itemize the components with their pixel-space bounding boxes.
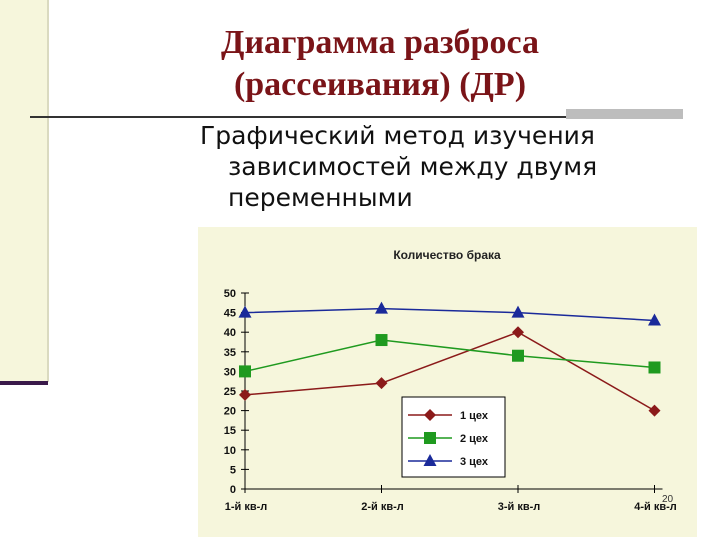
legend-label-1: 1 цех (460, 410, 489, 422)
series-2-line (244, 339, 655, 373)
left-decor-band (0, 0, 49, 382)
legend-label-2: 2 цех (460, 433, 489, 445)
slide-subtitle: Графический метод изучения зависимостей … (200, 120, 680, 213)
y-tick-label: 20 (224, 406, 236, 418)
line-chart: Количество брака 0 5 10 15 20 25 30 35 40 45 50 1-й … (224, 248, 677, 513)
y-tick-label: 25 (224, 386, 236, 398)
y-tick-label: 10 (224, 445, 236, 457)
series-3-point (375, 301, 388, 314)
series-1-line (244, 331, 655, 412)
series-1-point (648, 404, 661, 417)
x-tick-label: 2-й кв-л (361, 501, 404, 513)
series-3-point (511, 305, 525, 318)
x-tick-label: 4-й кв-л (634, 501, 677, 513)
legend-marker-1 (424, 409, 436, 421)
y-tick-label: 40 (224, 327, 236, 339)
chart-title: Количество брака (393, 248, 501, 262)
slide-title-line-1: Диаграмма разброса (221, 24, 539, 61)
page-number: 20 (662, 494, 674, 505)
y-tick-label: 45 (224, 308, 236, 320)
y-tick-label: 15 (224, 425, 236, 437)
series-2-point (239, 365, 251, 378)
subtitle-line-2: зависимостей между двумя (228, 152, 598, 181)
left-decor-bar (0, 381, 48, 385)
series-1-point (239, 388, 251, 401)
series-1-point (375, 377, 388, 390)
subtitle-line-3: переменными (228, 183, 413, 212)
y-tick-label: 35 (224, 347, 236, 359)
series-2-point (375, 334, 388, 347)
x-tick-label: 1-й кв-л (225, 501, 268, 513)
legend-box (401, 396, 506, 478)
y-tick-label: 5 (230, 464, 236, 476)
series-3-point (238, 305, 252, 318)
series-3-line (244, 307, 655, 322)
chart-panel: Количество брака 0 5 10 15 20 25 30 35 40 45 50 1-й … (198, 227, 697, 537)
legend-marker-3 (423, 454, 437, 466)
series-2-point (512, 349, 524, 362)
slide-title-line-2: (рассеивания) (ДР) (233, 66, 527, 103)
x-tick-label: 3-й кв-л (498, 501, 541, 513)
slide-title: Диаграмма разброса (рассеивания) (ДР) (160, 22, 600, 106)
subtitle-line-1: Графический метод изучения (200, 121, 595, 150)
legend-label-3: 3 цех (460, 456, 489, 468)
series-1-point (512, 326, 524, 339)
legend-marker-2 (424, 432, 436, 444)
y-tick-label: 30 (224, 366, 236, 378)
title-rule (30, 116, 682, 118)
y-tick-label: 50 (224, 288, 236, 300)
title-rule-accent (566, 109, 683, 119)
y-tick-label: 0 (230, 484, 236, 496)
series-2-point (648, 361, 661, 374)
series-3-point (648, 313, 661, 326)
